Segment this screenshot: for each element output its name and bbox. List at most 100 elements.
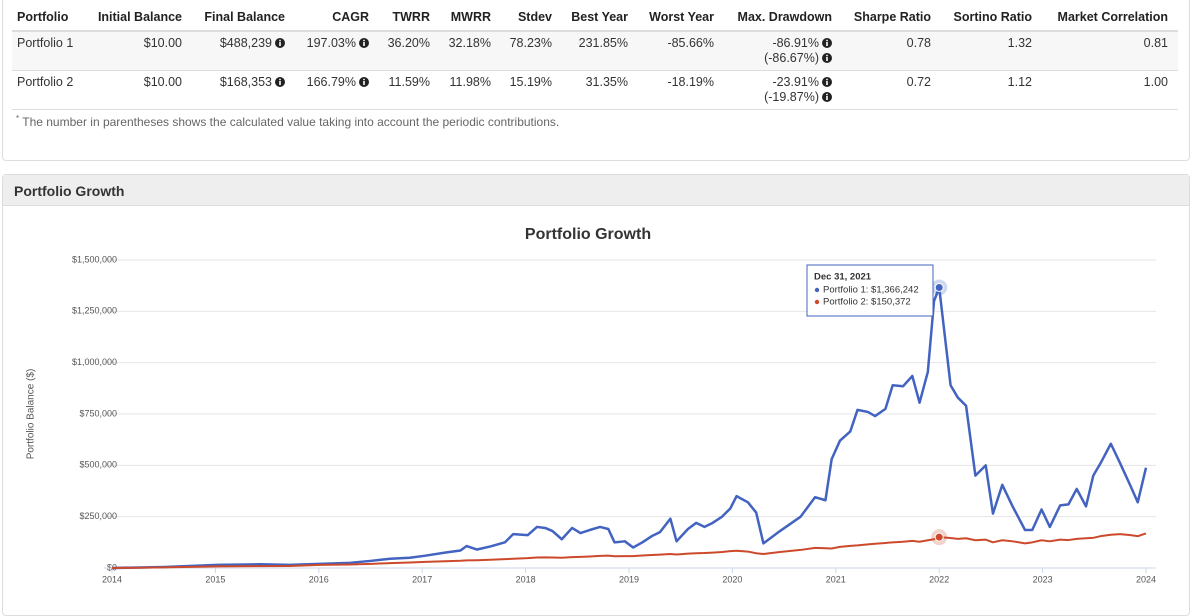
x-tick-label: 2016 — [309, 574, 329, 584]
table-cell: Portfolio 1 — [17, 36, 73, 51]
table-cell: -85.66% — [667, 36, 714, 51]
cell-text: Market Correlation — [1057, 10, 1168, 24]
info-icon[interactable] — [822, 53, 832, 63]
summary-table: Portfolio Initial Balance Final Balance CAG… — [0, 0, 1193, 112]
column-header[interactable]: Worst Year — [649, 10, 714, 25]
cell-text: Best Year — [571, 10, 628, 24]
cell-text: $168,353 — [219, 75, 272, 89]
info-icon[interactable] — [359, 38, 369, 48]
column-header[interactable]: Initial Balance — [98, 10, 182, 25]
table-cell: 0.72 — [907, 75, 931, 90]
cell-text: -23.91% — [772, 75, 819, 89]
hover-point — [934, 532, 944, 542]
cell-text: 0.72 — [906, 75, 931, 89]
cell-text: Portfolio — [17, 10, 69, 24]
column-header[interactable]: Sortino Ratio — [954, 10, 1032, 25]
table-cell: $10.00 — [144, 75, 182, 90]
tooltip-box — [806, 264, 934, 317]
column-header[interactable]: Sharpe Ratio — [854, 10, 931, 25]
cell-text: $10.00 — [143, 36, 182, 50]
table-cell: 32.18% — [449, 36, 491, 51]
x-tick-label: 2024 — [1136, 574, 1156, 584]
column-header[interactable]: Market Correlation — [1058, 10, 1168, 25]
info-icon[interactable] — [822, 38, 832, 48]
cell-text: (-19.87%) — [764, 90, 819, 104]
info-icon[interactable] — [275, 38, 285, 48]
cell-text: Sharpe Ratio — [853, 10, 931, 24]
column-header[interactable]: TWRR — [393, 10, 431, 25]
cell-text: 0.81 — [1143, 36, 1168, 50]
table-cell: (-19.87%) — [764, 90, 832, 105]
cell-text: $488,239 — [219, 36, 272, 50]
info-icon[interactable] — [822, 77, 832, 87]
table-cell: 11.98% — [450, 75, 491, 90]
section-header: Portfolio Growth — [3, 175, 1189, 206]
x-tick-label: 2019 — [619, 574, 639, 584]
column-header[interactable]: CAGR — [332, 10, 369, 25]
table-cell: 78.23% — [510, 36, 552, 51]
column-header[interactable]: Max. Drawdown — [738, 10, 832, 25]
cell-text: 1.32 — [1007, 36, 1032, 50]
table-cell: 197.03% — [307, 36, 369, 51]
cell-text: Stdev — [517, 10, 552, 24]
cell-text: 1.12 — [1007, 75, 1032, 89]
tooltip-line: Portfolio 1: $1,366,242 — [823, 285, 919, 296]
cell-text: TWRR — [392, 10, 431, 24]
table-cell: 1.32 — [1008, 36, 1032, 51]
table-cell: 31.35% — [586, 75, 628, 90]
cell-text: -18.19% — [667, 75, 714, 89]
cell-text: 197.03% — [306, 36, 356, 50]
cell-text: 166.79% — [306, 75, 356, 89]
cell-text: MWRR — [450, 10, 491, 24]
x-tick-label: 2015 — [205, 574, 225, 584]
cell-text: Portfolio 2 — [17, 75, 74, 89]
cell-text: 231.85% — [578, 36, 628, 50]
cell-text: 1.00 — [1143, 75, 1168, 89]
table-cell: $168,353 — [220, 75, 285, 90]
info-icon[interactable] — [822, 92, 832, 102]
tooltip-dot — [814, 287, 820, 293]
table-cell: 36.20% — [388, 36, 430, 51]
footnote-marker: * — [16, 114, 20, 123]
cell-text: Worst Year — [649, 10, 714, 24]
y-tick-label: $1,500,000 — [72, 254, 117, 264]
info-icon[interactable] — [275, 77, 285, 87]
x-tick-label: 2023 — [1033, 574, 1053, 584]
x-tick-label: 2017 — [412, 574, 432, 584]
table-cell: (-86.67%) — [764, 51, 832, 66]
cell-text: (-86.67%) — [764, 51, 819, 65]
column-header[interactable]: MWRR — [451, 10, 491, 25]
footnote: * The number in parentheses shows the ca… — [16, 114, 559, 129]
y-axis-label: Portfolio Balance ($) — [26, 369, 37, 460]
series-line — [111, 286, 1148, 570]
table-cell: $488,239 — [220, 36, 285, 51]
table-cell: 166.79% — [307, 75, 369, 90]
tooltip-dot — [814, 299, 820, 305]
cell-text: -85.66% — [667, 36, 714, 50]
cell-text: Final Balance — [204, 10, 285, 24]
cell-text: 78.23% — [509, 36, 552, 50]
column-header[interactable]: Portfolio — [17, 10, 68, 25]
column-header[interactable]: Final Balance — [204, 10, 285, 25]
table-cell: 1.00 — [1144, 75, 1168, 90]
series-line — [111, 532, 1147, 569]
hover-point — [934, 282, 944, 292]
table-cell: -86.91% — [772, 36, 832, 51]
header-border — [12, 30, 1178, 32]
cell-text: Initial Balance — [97, 10, 182, 24]
cell-text: CAGR — [332, 10, 369, 24]
column-header[interactable]: Best Year — [571, 10, 628, 25]
table-cell: 1.12 — [1008, 75, 1032, 90]
tooltip: Dec 31, 2021 Portfolio 1: $1,366,242Portf… — [806, 264, 934, 317]
summary-card — [2, 0, 1190, 161]
cell-text: $10.00 — [143, 75, 182, 89]
table-cell: 11.59% — [389, 75, 430, 90]
tooltip-line: Portfolio 2: $150,372 — [823, 297, 911, 308]
footnote-text: The number in parentheses shows the calc… — [22, 115, 560, 129]
info-icon[interactable] — [359, 77, 369, 87]
table-cell: 0.81 — [1144, 36, 1168, 51]
y-tick-label: $1,000,000 — [72, 357, 117, 367]
column-header[interactable]: Stdev — [518, 10, 552, 25]
